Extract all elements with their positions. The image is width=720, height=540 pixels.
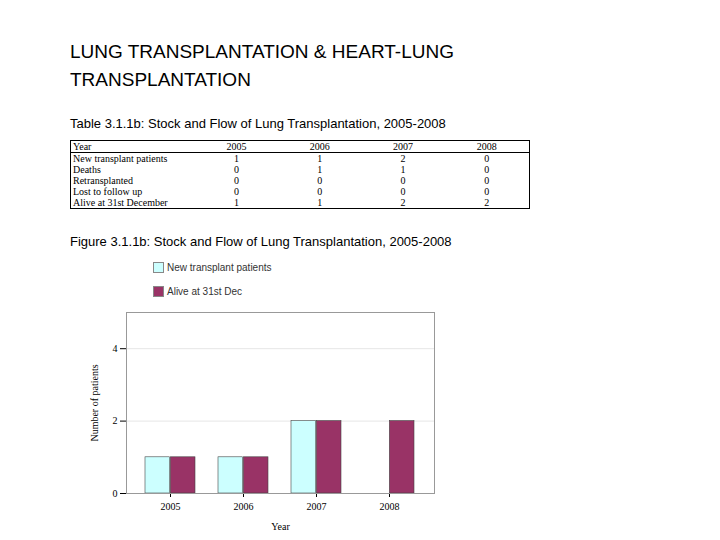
html-text:0: 0 (317, 175, 323, 186)
html-text:0: 0 (484, 164, 490, 175)
html-text:2006: 2006 (309, 141, 330, 152)
html-text:Table 3.1.1b: Stock and Flow o: Table 3.1.1b: Stock and Flow of Lung Tra… (70, 116, 446, 131)
html-text:Deaths: Deaths (73, 164, 101, 175)
html-text:Lost to follow up: Lost to follow up (73, 186, 143, 197)
html-text:0: 0 (400, 175, 406, 186)
html-text:Alive at 31st Dec: Alive at 31st Dec (167, 285, 242, 297)
svg-text:2008: 2008 (380, 501, 400, 512)
html-text:0: 0 (484, 175, 490, 186)
html-text:0: 0 (484, 186, 490, 197)
html-text:2005: 2005 (226, 141, 247, 152)
html-text:1: 1 (317, 164, 323, 175)
svg-text:Number of patients: Number of patients (89, 364, 100, 441)
html-text:Year: Year (73, 141, 92, 152)
html-text:2: 2 (400, 197, 406, 208)
html-text:New transplant patients: New transplant patients (73, 153, 168, 164)
html-text:1: 1 (234, 153, 240, 164)
svg-text:0: 0 (113, 488, 118, 499)
html-text:2008: 2008 (476, 141, 497, 152)
html-text:2007: 2007 (393, 141, 413, 152)
html-text:Retransplanted: Retransplanted (73, 175, 133, 186)
svg-text:4: 4 (113, 343, 118, 354)
svg-text:Year: Year (271, 521, 290, 532)
html-text:1: 1 (400, 164, 406, 175)
html-text:0: 0 (234, 175, 240, 186)
html-text:LUNG TRANSPLANTATION & HEART-L: LUNG TRANSPLANTATION & HEART-LUNG TRANSP… (70, 41, 454, 90)
html-text:0: 0 (234, 186, 240, 197)
html-text:New transplant patients: New transplant patients (167, 261, 272, 273)
svg-text:2007: 2007 (307, 501, 327, 512)
html-text:1: 1 (317, 197, 323, 208)
html-text:1: 1 (234, 197, 240, 208)
html-text:0: 0 (484, 153, 490, 164)
svg-text:2006: 2006 (234, 501, 254, 512)
html-text:0: 0 (317, 186, 323, 197)
html-text:2: 2 (400, 153, 406, 164)
svg-text:2: 2 (113, 415, 118, 426)
svg-text:2005: 2005 (161, 501, 181, 512)
html-text:0: 0 (234, 164, 240, 175)
html-text:1: 1 (317, 153, 323, 164)
html-text:0: 0 (400, 186, 406, 197)
html-text:Alive at 31st December: Alive at 31st December (73, 197, 168, 208)
html-text:Figure 3.1.1b: Stock and Flow: Figure 3.1.1b: Stock and Flow of Lung Tr… (70, 234, 452, 249)
html-text:2: 2 (484, 197, 490, 208)
